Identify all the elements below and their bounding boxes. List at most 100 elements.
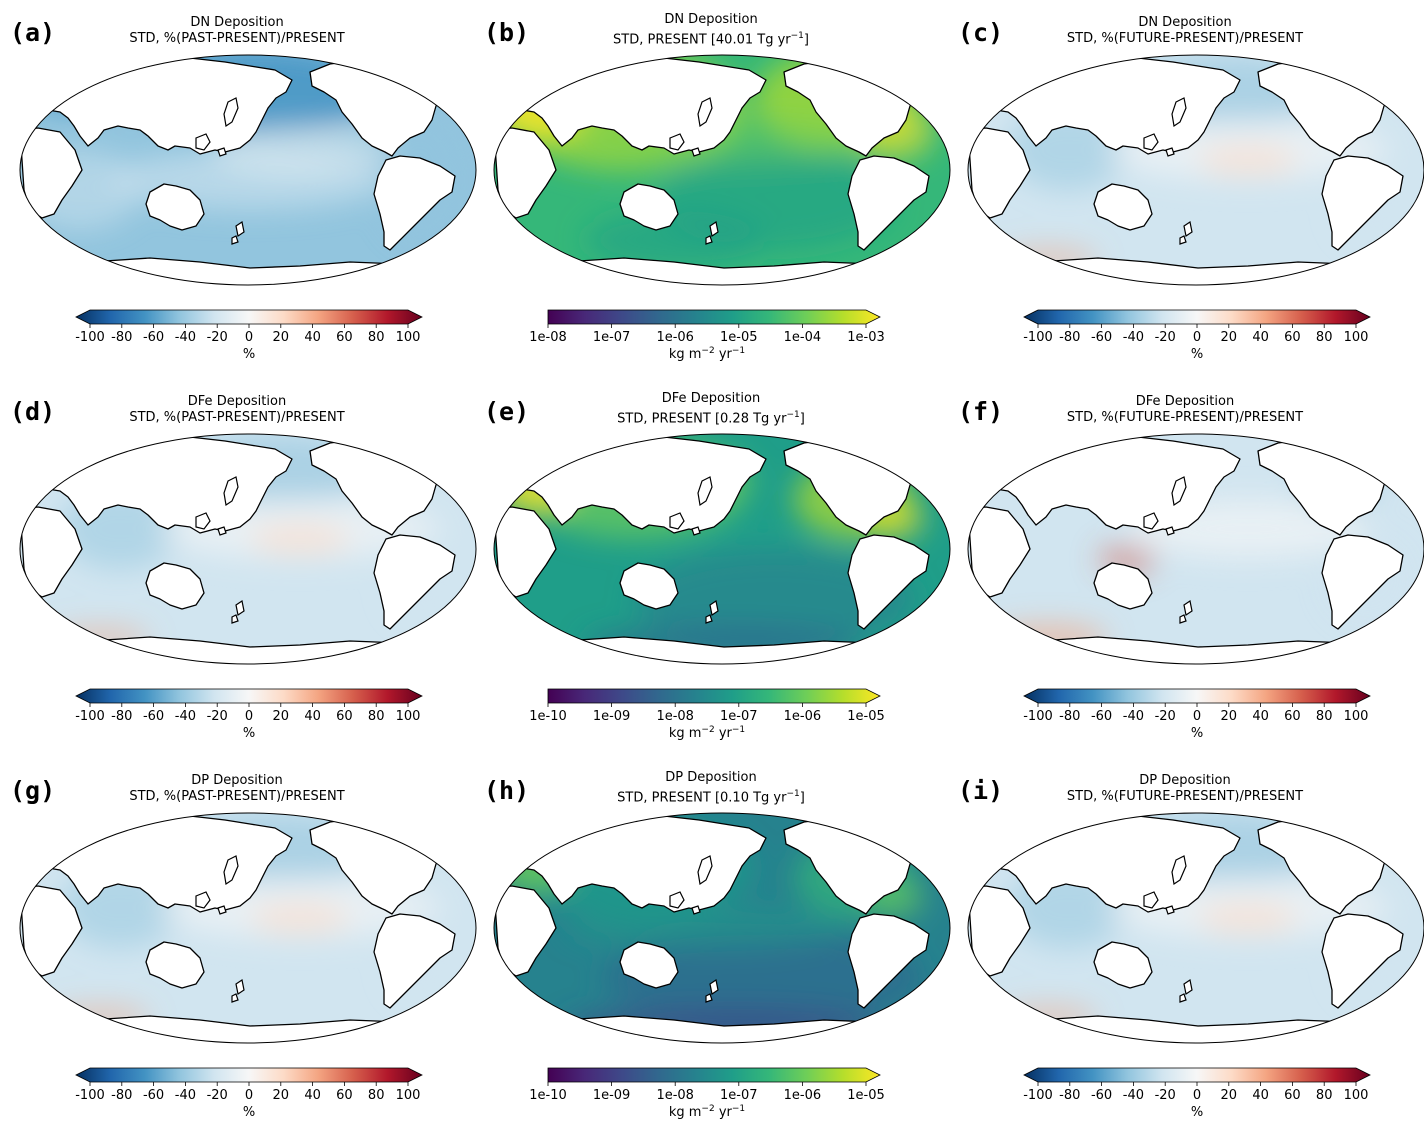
map-svg: -100 -80 -60 -40 -20 0 20 40 60 80 100% — [19, 433, 477, 741]
colorbar-tick-label: -100 — [75, 330, 105, 345]
land-africa — [968, 506, 1031, 598]
land-africa — [494, 506, 557, 598]
land-island — [1143, 891, 1159, 909]
map-border — [493, 54, 951, 286]
map-border — [967, 54, 1424, 286]
land-island — [223, 476, 239, 507]
land-island — [360, 40, 404, 54]
panel-title: DFe Deposition STD, PRESENT [0.28 Tg yr−1… — [474, 391, 948, 427]
panel-letter: (f) — [958, 397, 1004, 426]
colorbar-unit-label: % — [1191, 1105, 1203, 1120]
land-australia — [145, 562, 205, 610]
colorbar-unit-label: % — [1191, 726, 1203, 741]
map-border — [493, 433, 951, 665]
title-line-2-text: STD, PRESENT [40.01 Tg yr — [613, 32, 791, 48]
map-border — [19, 54, 477, 286]
panel-letter: (c) — [958, 18, 1004, 47]
land-samerica — [847, 155, 930, 251]
land-africa — [20, 127, 83, 219]
title-end: ] — [799, 790, 805, 806]
panel-c: (c) DN Deposition STD, %(FUTURE-PRESENT)/P… — [948, 0, 1424, 379]
colorbar-tick-label: 100 — [396, 1088, 421, 1103]
land-island — [328, 434, 352, 436]
title-line-2: STD, %(PAST-PRESENT)/PRESENT — [0, 410, 474, 426]
colorbar-tick-label: 1e-10 — [529, 1088, 567, 1103]
ocean-field — [968, 434, 1424, 664]
land-island — [1165, 526, 1175, 536]
colorbar-tick-label: 20 — [1221, 330, 1238, 345]
ocean-field — [494, 434, 950, 664]
land-island — [231, 235, 239, 245]
title-end: ] — [803, 32, 809, 48]
title-line-2: STD, PRESENT [0.10 Tg yr−1] — [474, 786, 948, 806]
land-island — [235, 600, 245, 616]
land-island — [1183, 221, 1193, 237]
map-svg: 1e-10 1e-09 1e-08 1e-07 1e-06 1e-05 kg m−2 yr−… — [493, 433, 951, 741]
land-island — [709, 979, 719, 995]
land-island — [235, 221, 245, 237]
land-island — [223, 97, 239, 128]
colorbar-tick-label: -40 — [1123, 1088, 1144, 1103]
land-island — [691, 526, 701, 536]
colorbar-tick-label: -60 — [143, 1088, 164, 1103]
title-line-1: DN Deposition — [1138, 15, 1232, 30]
land-island — [669, 891, 685, 909]
panel-letter: (i) — [958, 776, 1004, 805]
panel-title: DP Deposition STD, PRESENT [0.10 Tg yr−1] — [474, 770, 948, 806]
land-australia — [145, 183, 205, 231]
title-line-2: STD, PRESENT [0.28 Tg yr−1] — [474, 407, 948, 427]
title-line-2-text: STD, PRESENT [0.28 Tg yr — [617, 411, 787, 427]
land-island — [1171, 855, 1187, 886]
land-island — [195, 512, 211, 530]
land-island — [697, 855, 713, 886]
land-island — [217, 905, 227, 915]
title-line-2: STD, %(FUTURE-PRESENT)/PRESENT — [948, 410, 1422, 426]
title-line-2: STD, %(PAST-PRESENT)/PRESENT — [0, 789, 474, 805]
colorbar-tick-label: 100 — [396, 709, 421, 724]
land-island — [802, 434, 826, 436]
panel-title: DN Deposition STD, PRESENT [40.01 Tg yr−1… — [474, 12, 948, 48]
land-island — [705, 993, 713, 1003]
land-australia — [145, 941, 205, 989]
colorbar-tick-label: 1e-06 — [784, 709, 822, 724]
colorbar-tick-label: -20 — [1155, 1088, 1176, 1103]
panel-b: (b) DN Deposition STD, PRESENT [40.01 Tg y… — [474, 0, 951, 379]
ocean-field — [494, 55, 950, 285]
land-island — [1308, 40, 1352, 54]
colorbar-tick-label: -80 — [111, 709, 132, 724]
colorbar-tick-label: 1e-08 — [656, 709, 694, 724]
map-svg: -100 -80 -60 -40 -20 0 20 40 60 80 100% — [967, 40, 1424, 362]
land-africa — [494, 127, 557, 219]
colorbar-tick-label: 1e-09 — [593, 1088, 631, 1103]
title-line-1: DN Deposition — [664, 12, 758, 27]
panel-title: DP Deposition STD, %(PAST-PRESENT)/PRESEN… — [0, 773, 474, 805]
colorbar-tick-label: 60 — [1284, 330, 1301, 345]
colorbar-tick-label: 1e-10 — [529, 709, 567, 724]
colorbar-tick-label: 80 — [368, 1088, 385, 1103]
colorbar-tick-label: 100 — [396, 330, 421, 345]
colorbar-unit-label: % — [243, 726, 255, 741]
colorbar-tick-label: 60 — [1284, 709, 1301, 724]
title-line-2-text: STD, %(FUTURE-PRESENT)/PRESENT — [1066, 789, 1304, 804]
land-island — [223, 855, 239, 886]
land-africa — [20, 506, 83, 598]
colorbar-tick-label: 60 — [336, 709, 353, 724]
ocean-field — [20, 434, 476, 664]
land-island — [195, 133, 211, 151]
colorbar-tick-label: 20 — [273, 330, 290, 345]
colorbar-tick-label: 20 — [273, 1088, 290, 1103]
colorbar-tick-label: -40 — [1123, 330, 1144, 345]
panel-letter: (d) — [10, 397, 56, 426]
colorbar-unit-label: % — [243, 347, 255, 362]
panel-letter: (h) — [484, 776, 530, 805]
panel-title: DN Deposition STD, %(FUTURE-PRESENT)/PRES… — [948, 15, 1422, 47]
title-line-2: STD, %(PAST-PRESENT)/PRESENT — [0, 31, 474, 47]
map-svg: -100 -80 -60 -40 -20 0 20 40 60 80 100% — [19, 40, 477, 362]
colorbar-tick-label: -80 — [1059, 1088, 1080, 1103]
colorbar-tick-label: 60 — [336, 1088, 353, 1103]
colorbar-tick-label: 40 — [304, 709, 321, 724]
land-island — [802, 55, 826, 57]
colorbar-tick-label: 80 — [1316, 1088, 1333, 1103]
colorbar-tick-label: 80 — [368, 709, 385, 724]
colorbar — [1023, 309, 1371, 325]
